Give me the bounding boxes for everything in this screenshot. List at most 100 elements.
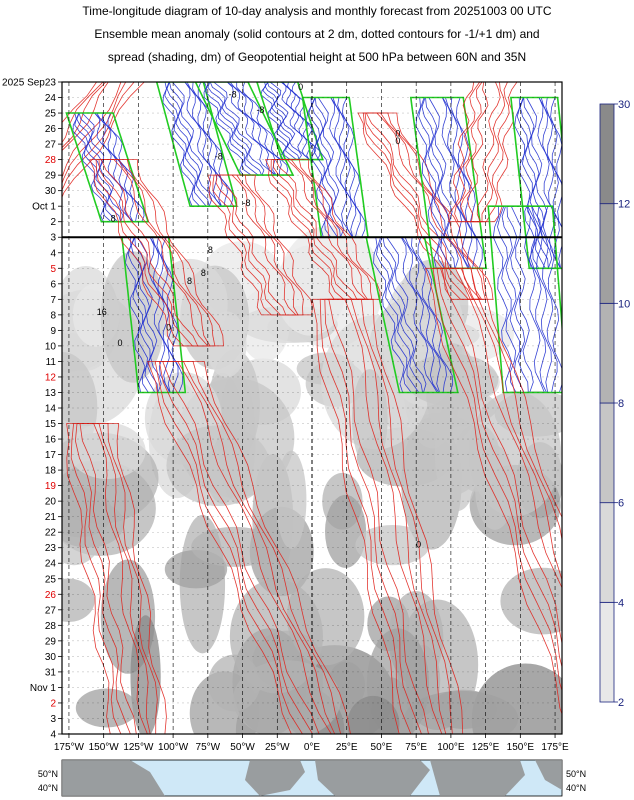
contour-value-label: -8 bbox=[243, 198, 251, 208]
chart-title: Time-longitude diagram of 10-day analysi… bbox=[0, 0, 634, 69]
x-longitude-label: 75°E bbox=[405, 742, 427, 753]
colorbar-label: 30 bbox=[618, 99, 630, 111]
positive-anomaly-contour bbox=[95, 159, 216, 347]
map-lat-label-left: 40°N bbox=[38, 783, 58, 793]
contour-value-label: 0 bbox=[298, 82, 303, 92]
positive-anomaly-contour bbox=[154, 361, 342, 734]
y-date-label: 27 bbox=[45, 605, 57, 616]
spread-shading-patch bbox=[153, 258, 228, 348]
contour-value-label: -8 bbox=[229, 90, 237, 100]
y-date-label: 30 bbox=[45, 186, 57, 197]
positive-anomaly-contour bbox=[147, 361, 351, 734]
positive-anomaly-contour bbox=[454, 82, 510, 223]
y-date-label: 14 bbox=[45, 404, 57, 415]
contour-value-label: -8 bbox=[256, 105, 264, 115]
positive-anomaly-contour bbox=[424, 267, 562, 716]
zero-anomaly-contour bbox=[487, 205, 562, 394]
contour-value-label: 0 bbox=[166, 322, 171, 332]
zero-anomaly-contour bbox=[409, 96, 488, 270]
map-land-group bbox=[62, 760, 562, 796]
contour-value-label: 0 bbox=[118, 338, 123, 348]
zero-anomaly-contour bbox=[510, 96, 562, 270]
y-date-label: 11 bbox=[46, 357, 57, 368]
positive-anomaly-contour bbox=[79, 423, 148, 734]
x-longitude-label: 25°W bbox=[265, 742, 290, 753]
y-date-label: 19 bbox=[45, 481, 57, 492]
positive-anomaly-contour bbox=[448, 82, 518, 223]
spread-shading-patch bbox=[434, 393, 481, 512]
positive-anomaly-contour bbox=[158, 361, 336, 734]
positive-anomaly-contour bbox=[432, 267, 562, 692]
spread-shading-patch bbox=[206, 311, 247, 378]
positive-anomaly-contour bbox=[62, 82, 135, 192]
y-date-label: 3 bbox=[50, 714, 56, 725]
y-date-label: 26 bbox=[45, 124, 57, 135]
y-date-label: 7 bbox=[50, 295, 56, 306]
y-date-label: 6 bbox=[50, 279, 56, 290]
x-longitude-label: 75°W bbox=[196, 742, 221, 753]
contour-value-label: 8 bbox=[187, 276, 192, 286]
y-date-label: 25 bbox=[45, 109, 57, 120]
map-landmass bbox=[62, 760, 165, 796]
spread-shading-patch bbox=[68, 422, 146, 480]
y-date-label: 5 bbox=[50, 264, 56, 275]
y-date-label: 29 bbox=[45, 636, 57, 647]
positive-anomaly-contour bbox=[328, 298, 443, 734]
colorbar-segment bbox=[599, 203, 615, 304]
contour-value-label: 0 bbox=[395, 128, 400, 138]
title-line-1: Time-longitude diagram of 10-day analysi… bbox=[82, 4, 552, 18]
colorbar-label: 2 bbox=[618, 697, 624, 709]
contour-value-label: 0 bbox=[395, 136, 400, 146]
y-date-label: 28 bbox=[45, 155, 57, 166]
map-lat-label-left: 50°N bbox=[38, 769, 58, 779]
x-longitude-label: 125°E bbox=[472, 742, 500, 753]
positive-anomaly-contour bbox=[162, 361, 332, 734]
x-longitude-label: 100°W bbox=[158, 742, 189, 753]
y-date-label: 8 bbox=[50, 310, 56, 321]
x-longitude-label: 50°W bbox=[230, 742, 255, 753]
x-longitude-label: 175°E bbox=[541, 742, 569, 753]
positive-anomaly-contour bbox=[365, 112, 482, 300]
y-date-label: 26 bbox=[45, 590, 57, 601]
y-date-label: 16 bbox=[45, 435, 57, 446]
negative-anomaly-contour bbox=[516, 97, 562, 269]
x-longitude-label: 125°W bbox=[123, 742, 154, 753]
positive-anomaly-contour bbox=[62, 82, 122, 179]
spread-shading-patch bbox=[404, 690, 519, 734]
y-date-label: 23 bbox=[45, 543, 57, 554]
x-longitude-label: 150°E bbox=[507, 742, 535, 753]
contour-value-label: 8 bbox=[208, 245, 213, 255]
spread-shading-patch bbox=[62, 500, 125, 548]
x-longitude-label: 25°E bbox=[336, 742, 358, 753]
plot-area bbox=[62, 82, 562, 734]
spread-shading-patch bbox=[355, 524, 430, 566]
title-line-3: spread (shading, dm) of Geopotential hei… bbox=[107, 50, 527, 64]
positive-anomaly-contour bbox=[74, 423, 151, 734]
positive-anomaly-contour bbox=[98, 159, 211, 347]
y-date-label: 15 bbox=[45, 419, 57, 430]
map-lat-label-right: 50°N bbox=[566, 769, 586, 779]
map-landmass bbox=[245, 760, 305, 796]
x-axis-longitudes: 175°W 150°W 125°W 100°W 75°W 50°W 25°W 0°E 25°E 5… bbox=[54, 734, 569, 753]
y-date-label: 2 bbox=[50, 698, 56, 709]
positive-anomaly-contour bbox=[62, 82, 127, 185]
y-date-label: 9 bbox=[50, 326, 56, 337]
spread-shading-patch bbox=[324, 494, 367, 568]
spread-shading-patch bbox=[500, 567, 562, 635]
y-date-label: 27 bbox=[45, 140, 57, 151]
contour-value-label: 0 bbox=[416, 540, 421, 550]
negative-anomaly-contour bbox=[514, 97, 562, 269]
y-date-label: 31 bbox=[45, 667, 57, 678]
x-longitude-label: 100°E bbox=[437, 742, 465, 753]
colorbar-segment bbox=[599, 601, 615, 703]
title-line-2: Ensemble mean anomaly (solid contours at… bbox=[94, 27, 540, 41]
spread-shading-patch bbox=[468, 390, 562, 517]
y-date-label: 10 bbox=[45, 341, 57, 352]
y-date-label: 2025 Sep23 bbox=[2, 78, 56, 89]
positive-anomaly-contour bbox=[66, 423, 167, 734]
spread-shading-patch bbox=[347, 695, 400, 734]
spread-shading-patch bbox=[276, 450, 307, 549]
contour-value-label: 16 bbox=[97, 307, 107, 317]
y-date-label: 2 bbox=[50, 217, 56, 228]
spread-shading-patch bbox=[351, 369, 388, 469]
